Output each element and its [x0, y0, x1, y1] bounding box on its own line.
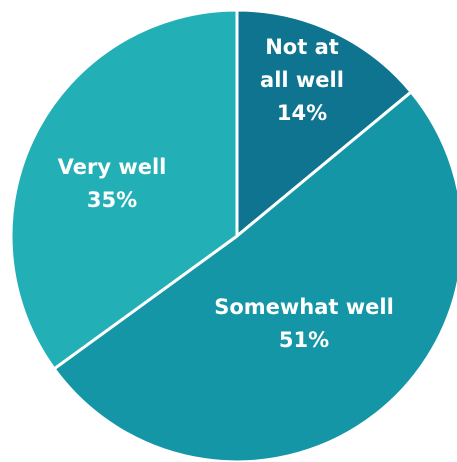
- slice-category-label-0: Not at: [265, 35, 339, 59]
- slice-category-label-0: all well: [260, 68, 344, 92]
- slices-layer: [9, 8, 457, 462]
- labels-layer: Not at all well 14% Somewhat well 51% Very we…: [58, 35, 394, 352]
- slice-value-label-0: 14%: [277, 101, 327, 125]
- slice-value-label-1: 51%: [279, 328, 329, 352]
- slice-value-label-2: 35%: [87, 188, 137, 212]
- slice-category-label-2: Very well: [58, 155, 167, 179]
- pie-slice-2: [9, 8, 239, 371]
- pie-slice-0: [235, 8, 413, 238]
- slice-category-label-1: Somewhat well: [214, 295, 394, 319]
